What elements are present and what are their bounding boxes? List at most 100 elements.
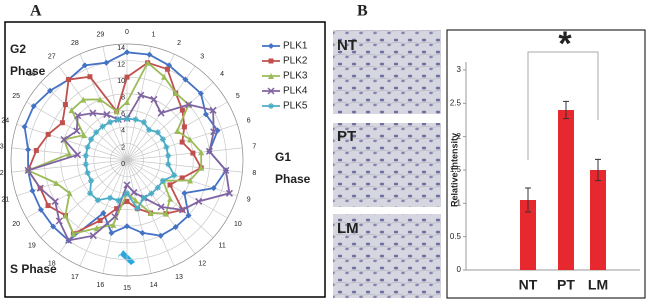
marker xyxy=(84,144,91,151)
marker xyxy=(108,229,115,236)
marker xyxy=(65,236,73,244)
marker xyxy=(182,76,189,83)
marker xyxy=(93,129,100,136)
marker xyxy=(80,96,87,103)
y-tick-label: 8 xyxy=(121,95,125,102)
spoke xyxy=(102,46,128,161)
marker xyxy=(66,190,73,197)
marker xyxy=(198,149,205,156)
marker xyxy=(268,73,274,79)
y-tick-label: 4 xyxy=(121,128,125,135)
marker xyxy=(88,177,95,184)
marker xyxy=(157,109,165,117)
category-label: 5 xyxy=(236,93,240,100)
marker xyxy=(179,107,185,113)
marker xyxy=(88,136,95,143)
marker xyxy=(53,180,60,187)
category-label: 27 xyxy=(48,53,56,60)
marker xyxy=(161,73,168,80)
category-label: 22 xyxy=(0,170,4,177)
y-tick-label: 10 xyxy=(117,78,125,85)
marker xyxy=(187,136,194,143)
spoke xyxy=(126,159,228,219)
marker xyxy=(103,111,111,119)
marker xyxy=(84,169,91,176)
marker xyxy=(81,62,88,69)
marker xyxy=(209,106,217,114)
marker xyxy=(167,195,174,202)
x-tick-label: NT xyxy=(519,277,538,293)
bracket xyxy=(527,51,599,160)
marker xyxy=(94,197,101,204)
spoke xyxy=(126,159,243,173)
category-label: 1 xyxy=(152,32,156,39)
marker xyxy=(113,108,120,115)
marker xyxy=(179,139,185,145)
category-label: 21 xyxy=(1,196,9,203)
y-tick-label: 2 xyxy=(121,144,125,151)
marker xyxy=(132,116,139,123)
marker xyxy=(74,151,82,159)
marker xyxy=(267,87,275,95)
marker xyxy=(179,175,185,181)
marker xyxy=(225,189,233,197)
marker xyxy=(172,224,179,231)
spoke xyxy=(126,159,152,274)
bar xyxy=(558,110,574,270)
spoke xyxy=(40,159,128,238)
y-tick-label: 0 xyxy=(121,161,125,168)
marker xyxy=(154,184,161,191)
category-label: 29 xyxy=(96,32,104,39)
y-tick-label: 1 xyxy=(457,198,462,207)
y-tick-label: 12 xyxy=(117,61,125,68)
legend-label: PLK1 xyxy=(283,41,308,52)
y-tick-label: 14 xyxy=(117,45,125,52)
category-label: 28 xyxy=(71,40,79,47)
marker xyxy=(124,99,130,105)
y-tick-label: 2.5 xyxy=(450,98,462,107)
marker xyxy=(123,181,131,189)
marker xyxy=(37,206,44,213)
legend-label: PLK2 xyxy=(283,56,308,67)
panel-frame xyxy=(446,29,646,299)
spoke xyxy=(126,82,214,161)
marker xyxy=(55,217,63,225)
marker xyxy=(268,58,274,64)
error-bar xyxy=(595,158,601,182)
histology-image xyxy=(333,214,441,298)
bar xyxy=(590,170,606,270)
marker xyxy=(130,188,138,196)
marker xyxy=(62,102,68,108)
marker xyxy=(97,96,104,103)
category-label: 13 xyxy=(175,274,183,281)
category-label: 11 xyxy=(218,242,225,249)
marker xyxy=(148,190,155,197)
category-label: 6 xyxy=(247,117,251,124)
category-label: 12 xyxy=(198,260,206,267)
bar xyxy=(520,200,536,270)
spoke xyxy=(16,123,128,161)
error-bar xyxy=(563,100,569,120)
category-label: 8 xyxy=(252,170,256,177)
marker xyxy=(74,112,82,120)
marker xyxy=(140,119,147,126)
x-tick-label: LM xyxy=(588,277,608,293)
marker xyxy=(195,197,203,205)
marker xyxy=(124,115,130,122)
phase-label: G1 xyxy=(275,150,291,164)
marker xyxy=(174,128,181,134)
y-tick-label: 6 xyxy=(121,111,125,118)
spoke xyxy=(126,147,243,161)
marker xyxy=(33,147,39,153)
y-axis-label: Relative intensity xyxy=(449,133,459,207)
marker xyxy=(124,198,130,204)
phase-label: G2 xyxy=(10,42,26,56)
marker xyxy=(45,203,51,209)
histology-image xyxy=(333,123,441,207)
marker xyxy=(107,194,114,201)
phase-label: Phase xyxy=(275,172,311,186)
marker xyxy=(172,89,179,96)
marker xyxy=(80,132,87,139)
marker xyxy=(87,190,94,197)
